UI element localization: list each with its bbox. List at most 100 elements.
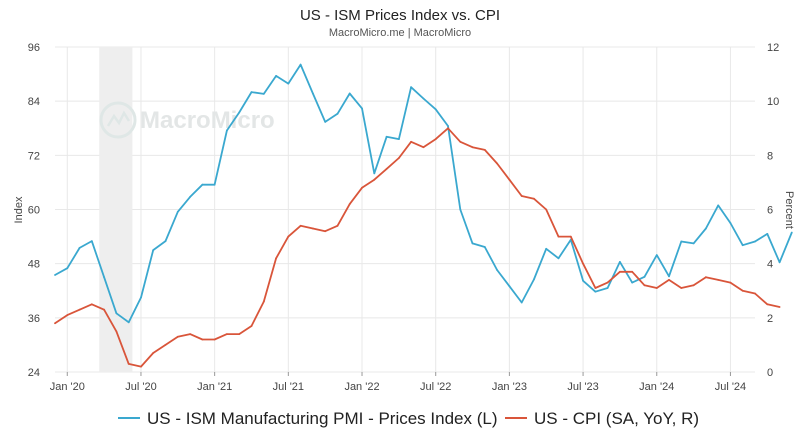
- series-lines: [54, 63, 793, 368]
- series-0-point-5: [115, 312, 118, 315]
- series-0-point-60: [790, 231, 793, 234]
- series-0-point-11: [189, 196, 192, 198]
- series-1-point-36: [496, 162, 498, 165]
- series-0-point-29: [410, 86, 412, 89]
- series-1-point-5: [115, 330, 118, 333]
- series-1-point-40: [545, 208, 548, 211]
- series-0-point-1: [66, 267, 69, 270]
- x-tick-label-9: Jul '24: [715, 381, 746, 393]
- chart-title: US - ISM Prices Index vs. CPI: [300, 7, 500, 24]
- series-1-point-57: [754, 292, 756, 295]
- series-0-point-0: [54, 274, 56, 276]
- series-0-point-58: [766, 233, 769, 235]
- legend-label-cpi[interactable]: US - CPI (SA, YoY, R): [534, 409, 699, 428]
- series-1-point-50: [668, 279, 670, 281]
- series-line-0: [54, 63, 793, 324]
- series-1-point-55: [729, 281, 732, 284]
- chart-subtitle: MacroMicro.me | MacroMicro: [329, 27, 471, 39]
- series-1-point-32: [447, 127, 449, 130]
- series-1-point-11: [189, 333, 192, 335]
- y-axis-left-label: Index: [13, 196, 25, 223]
- series-1-point-3: [90, 303, 93, 306]
- series-0-point-31: [434, 108, 437, 111]
- series-1-point-17: [262, 300, 265, 303]
- series-0-point-30: [422, 97, 425, 100]
- series-0-point-48: [643, 275, 646, 278]
- series-1-point-20: [299, 224, 302, 227]
- series-1-point-23: [336, 224, 339, 227]
- series-1-point-14: [226, 333, 228, 335]
- y-left-tick-label-1: 84: [28, 96, 40, 108]
- series-0-point-55: [729, 222, 732, 224]
- series-0-point-51: [680, 240, 683, 243]
- series-0-point-39: [533, 278, 535, 281]
- y-right-tick-label-5: 2: [767, 313, 773, 325]
- series-1-point-22: [324, 230, 327, 233]
- series-0-point-2: [78, 247, 81, 249]
- series-0-point-27: [385, 135, 388, 138]
- series-1-point-10: [176, 335, 179, 338]
- legend[interactable]: US - ISM Manufacturing PMI - Prices Inde…: [118, 409, 699, 428]
- series-1-point-8: [152, 352, 155, 354]
- series-1-point-43: [582, 262, 584, 265]
- series-1-point-31: [434, 138, 437, 141]
- series-1-point-30: [422, 146, 425, 149]
- series-0-point-45: [606, 287, 609, 289]
- series-0-point-57: [754, 240, 756, 243]
- x-tick-label-1: Jul '20: [125, 381, 156, 393]
- series-1-point-7: [140, 365, 142, 368]
- series-0-point-56: [741, 244, 744, 247]
- series-0-point-14: [226, 129, 228, 132]
- y-right-tick-label-2: 8: [767, 150, 773, 162]
- series-1-point-21: [312, 227, 314, 230]
- series-0-point-22: [324, 121, 327, 123]
- y-left-tick-label-0: 96: [28, 42, 40, 54]
- x-tick-label-4: Jan '22: [344, 381, 379, 393]
- series-1-point-45: [606, 281, 609, 284]
- series-0-point-9: [164, 240, 167, 243]
- series-1-point-46: [619, 270, 621, 273]
- series-0-point-25: [361, 107, 363, 110]
- series-0-point-34: [471, 242, 474, 245]
- y-left-tick-label-3: 60: [28, 205, 40, 217]
- series-0-point-13: [213, 183, 216, 186]
- series-1-point-48: [643, 284, 646, 287]
- legend-label-pmi[interactable]: US - ISM Manufacturing PMI - Prices Inde…: [147, 409, 498, 428]
- series-0-point-37: [508, 285, 511, 288]
- series-0-point-49: [655, 254, 658, 256]
- series-1-point-24: [348, 203, 351, 206]
- series-0-point-4: [103, 276, 105, 279]
- series-1-point-4: [103, 308, 105, 311]
- recession-shading: [99, 47, 133, 372]
- series-0-point-40: [545, 247, 548, 250]
- series-0-point-15: [238, 111, 241, 114]
- series-0-point-41: [557, 257, 560, 260]
- series-0-point-18: [275, 75, 277, 77]
- series-1-point-39: [533, 197, 535, 200]
- series-1-point-29: [410, 140, 412, 143]
- series-1-point-47: [631, 270, 634, 273]
- series-1-point-2: [78, 308, 81, 311]
- series-1-point-38: [520, 195, 523, 197]
- series-1-point-27: [385, 168, 388, 170]
- series-0-point-53: [705, 227, 707, 230]
- series-1-point-33: [459, 140, 462, 143]
- series-0-point-6: [127, 321, 130, 324]
- series-1-point-18: [275, 257, 277, 260]
- series-1-point-52: [692, 284, 695, 287]
- series-0-point-50: [668, 275, 670, 278]
- series-1-point-34: [471, 146, 474, 149]
- series-0-point-36: [496, 269, 498, 271]
- series-0-point-21: [312, 92, 314, 95]
- grid: [55, 46, 755, 373]
- series-1-point-9: [164, 344, 167, 346]
- series-0-point-44: [594, 290, 597, 293]
- series-1-point-58: [766, 303, 769, 306]
- series-1-point-35: [483, 149, 486, 151]
- series-1-point-6: [127, 363, 130, 365]
- series-1-point-1: [66, 314, 69, 316]
- y-axis-right-label: Percent: [783, 191, 795, 229]
- y-right-tick-label-0: 12: [767, 42, 779, 54]
- series-0-point-20: [299, 63, 302, 66]
- series-1-point-25: [361, 186, 363, 189]
